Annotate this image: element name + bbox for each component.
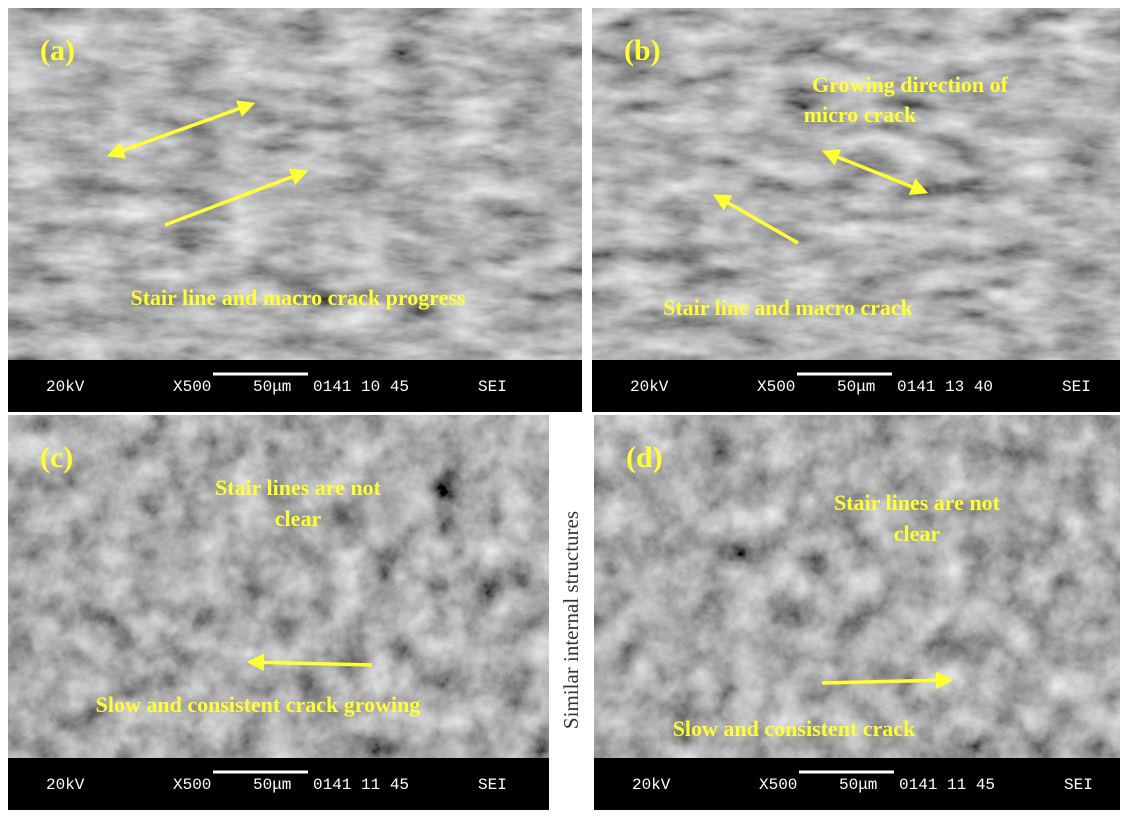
sem-image — [594, 415, 1120, 758]
voltage: 20kV — [46, 378, 85, 396]
magnification: X500 — [757, 378, 795, 396]
voltage: 20kV — [630, 378, 669, 396]
annotation: clear — [894, 521, 941, 546]
scale: 50μm — [253, 378, 291, 396]
annotation: Growing direction of — [812, 72, 1009, 97]
scale: 50μm — [839, 776, 877, 794]
sem-panel: 20kV X500 50μm 0141 13 40 SEI (b) Growing dire… — [592, 8, 1120, 412]
annotation: micro crack — [804, 102, 917, 127]
magnification: X500 — [173, 776, 211, 794]
mode: SEI — [1064, 776, 1093, 794]
sem-panel: 20kV X500 50μm 0141 10 45 SEI (a) Stair line a… — [8, 8, 582, 412]
code: 0141 11 45 — [313, 776, 409, 794]
annotation: Stair lines are not — [834, 490, 1001, 515]
panel-label: (c) — [40, 441, 73, 474]
annotation: Slow and consistent crack growing — [96, 692, 421, 717]
annotation: clear — [275, 506, 322, 531]
mode: SEI — [478, 378, 507, 396]
scale: 50μm — [253, 776, 291, 794]
annotation: Stair lines are not — [215, 475, 382, 500]
sem-panel: 20kV X500 50μm 0141 11 45 SEI (c) Stair lines … — [8, 415, 549, 810]
annotation: Stair line and macro crack — [663, 295, 913, 320]
code: 0141 10 45 — [313, 378, 409, 396]
magnification: X500 — [173, 378, 211, 396]
code: 0141 13 40 — [897, 378, 993, 396]
mode: SEI — [1062, 378, 1091, 396]
sem-panel: 20kV X500 50μm 0141 11 45 SEI (d) Stair lines … — [594, 415, 1120, 810]
mode: SEI — [478, 776, 507, 794]
voltage: 20kV — [46, 776, 85, 794]
magnification: X500 — [759, 776, 797, 794]
scale: 50μm — [837, 378, 875, 396]
side-label: Similar internal structures — [559, 511, 583, 729]
panel-label: (a) — [40, 34, 75, 67]
panel-label: (b) — [624, 34, 661, 67]
annotation: Stair line and macro crack progress — [130, 285, 466, 310]
figure: 20kV X500 50μm 0141 10 45 SEI (a) Stair line a… — [0, 0, 1126, 818]
annotation: Slow and consistent crack — [673, 716, 916, 741]
code: 0141 11 45 — [899, 776, 995, 794]
voltage: 20kV — [632, 776, 671, 794]
panel-label: (d) — [626, 441, 663, 474]
